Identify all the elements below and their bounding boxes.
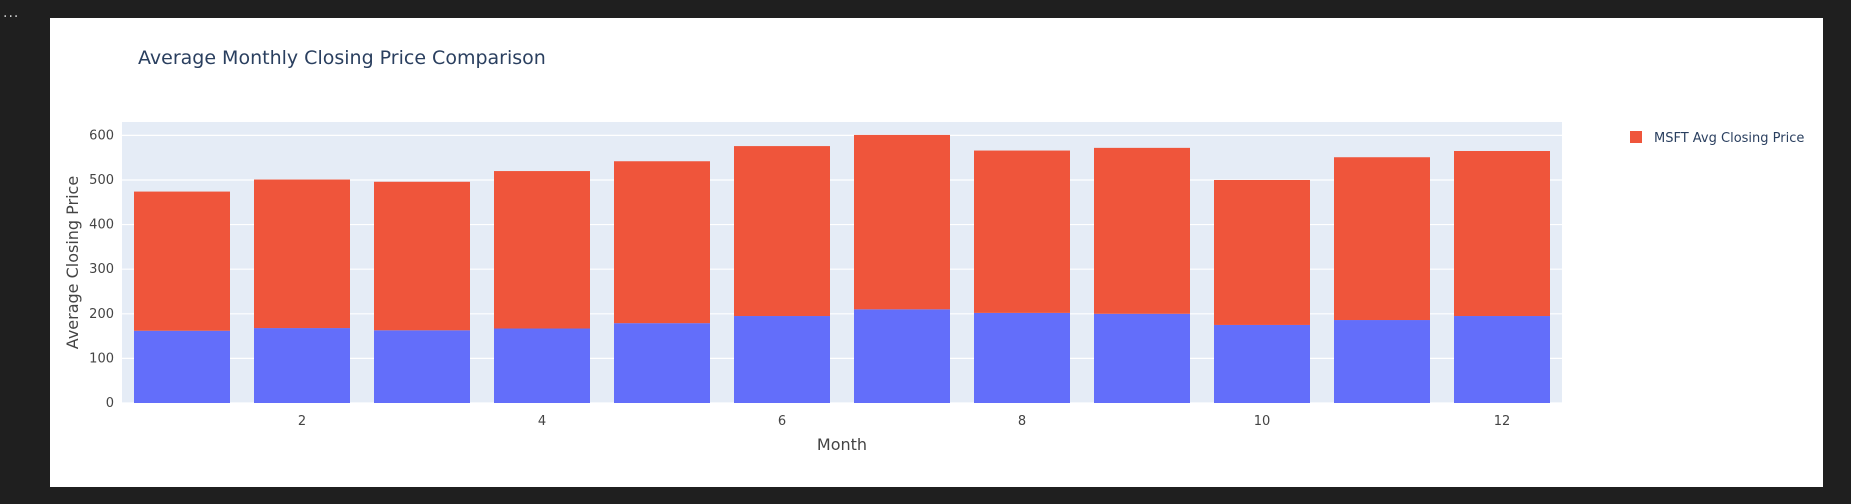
bar-series-1-month-7[interactable] [854, 309, 950, 403]
bar-series-1-month-3[interactable] [374, 330, 470, 403]
bar-series-2-month-4[interactable] [494, 171, 590, 329]
x-tick-label: 8 [1018, 414, 1026, 429]
bar-series-2-month-8[interactable] [974, 150, 1070, 313]
more-options-icon[interactable]: ··· [3, 9, 20, 25]
x-axis-title: Month [817, 435, 867, 454]
bar-series-2-month-7[interactable] [854, 134, 950, 310]
bar-series-1-month-5[interactable] [614, 323, 710, 403]
x-axis-ticks: 2 4 6 8 10 12 [298, 414, 1510, 429]
y-tick-label: 500 [89, 173, 114, 188]
y-axis-ticks: 0 100 200 300 400 500 600 [89, 128, 114, 411]
bar-series-1-month-11[interactable] [1334, 320, 1430, 403]
legend-swatch[interactable] [1630, 131, 1642, 143]
chart-container: Average Monthly Closing Price Comparison… [50, 18, 1823, 487]
bar-series-1-month-2[interactable] [254, 328, 350, 403]
y-tick-label: 600 [89, 128, 114, 143]
y-axis-title: Average Closing Price [63, 176, 82, 349]
y-tick-label: 400 [89, 218, 114, 233]
x-tick-label: 10 [1254, 414, 1271, 429]
y-tick-label: 200 [89, 307, 114, 322]
bar-series-1-month-9[interactable] [1094, 313, 1190, 403]
bar-chart: Average Monthly Closing Price Comparison… [63, 47, 1804, 454]
bar-series-1-month-10[interactable] [1214, 324, 1310, 403]
bar-series-2-month-10[interactable] [1214, 179, 1310, 325]
x-tick-label: 12 [1494, 414, 1511, 429]
plot-area [122, 122, 1562, 403]
bar-series-2-month-3[interactable] [374, 181, 470, 331]
bar-series-1-month-8[interactable] [974, 312, 1070, 403]
x-tick-label: 6 [778, 414, 786, 429]
y-tick-label: 0 [106, 396, 114, 411]
bar-series-2-month-6[interactable] [734, 146, 830, 317]
y-tick-label: 100 [89, 351, 114, 366]
bar-series-2-month-2[interactable] [254, 179, 350, 329]
legend-label[interactable]: MSFT Avg Closing Price [1654, 131, 1804, 146]
bar-series-2-month-9[interactable] [1094, 147, 1190, 314]
bar-series-1-month-4[interactable] [494, 328, 590, 403]
bar-series-2-month-11[interactable] [1334, 157, 1430, 321]
bar-series-1-month-12[interactable] [1454, 316, 1550, 403]
legend[interactable]: MSFT Avg Closing Price [1630, 131, 1804, 146]
bar-series-2-month-5[interactable] [614, 161, 710, 324]
bar-series-2-month-1[interactable] [134, 191, 230, 331]
y-tick-label: 300 [89, 262, 114, 277]
gridlines [122, 134, 1562, 404]
bars [134, 134, 1550, 403]
x-tick-label: 2 [298, 414, 306, 429]
bar-series-2-month-12[interactable] [1454, 150, 1550, 317]
bar-series-1-month-1[interactable] [134, 330, 230, 403]
chart-title: Average Monthly Closing Price Comparison [138, 47, 546, 69]
bar-series-1-month-6[interactable] [734, 316, 830, 403]
x-tick-label: 4 [538, 414, 546, 429]
